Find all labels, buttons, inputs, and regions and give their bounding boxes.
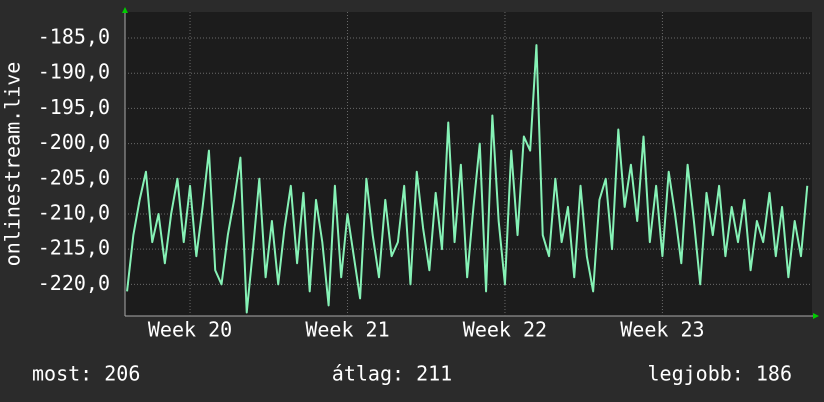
y-tick-label: -205,0 <box>38 165 110 189</box>
x-tick-label: Week 23 <box>620 318 704 342</box>
footer-best: legjobb: 186 <box>648 362 793 386</box>
x-tick-label: Week 22 <box>463 318 547 342</box>
x-tick-label: Week 21 <box>305 318 389 342</box>
x-tick-label: Week 20 <box>148 318 232 342</box>
y-axis-arrow <box>122 7 128 13</box>
x-axis-arrow <box>813 313 819 319</box>
y-tick-label: -215,0 <box>38 236 110 260</box>
y-tick-label: -210,0 <box>38 200 110 224</box>
footer-average: átlag: 211 <box>332 362 452 386</box>
y-axis-label: onlinestream.live <box>1 62 25 267</box>
y-tick-label: -200,0 <box>38 130 110 154</box>
y-tick-label: -195,0 <box>38 95 110 119</box>
y-tick-label: -185,0 <box>38 25 110 49</box>
data-line <box>126 44 809 314</box>
y-tick-label: -190,0 <box>38 60 110 84</box>
footer-now: most: 206 <box>32 362 140 386</box>
y-tick-label: -220,0 <box>38 271 110 295</box>
